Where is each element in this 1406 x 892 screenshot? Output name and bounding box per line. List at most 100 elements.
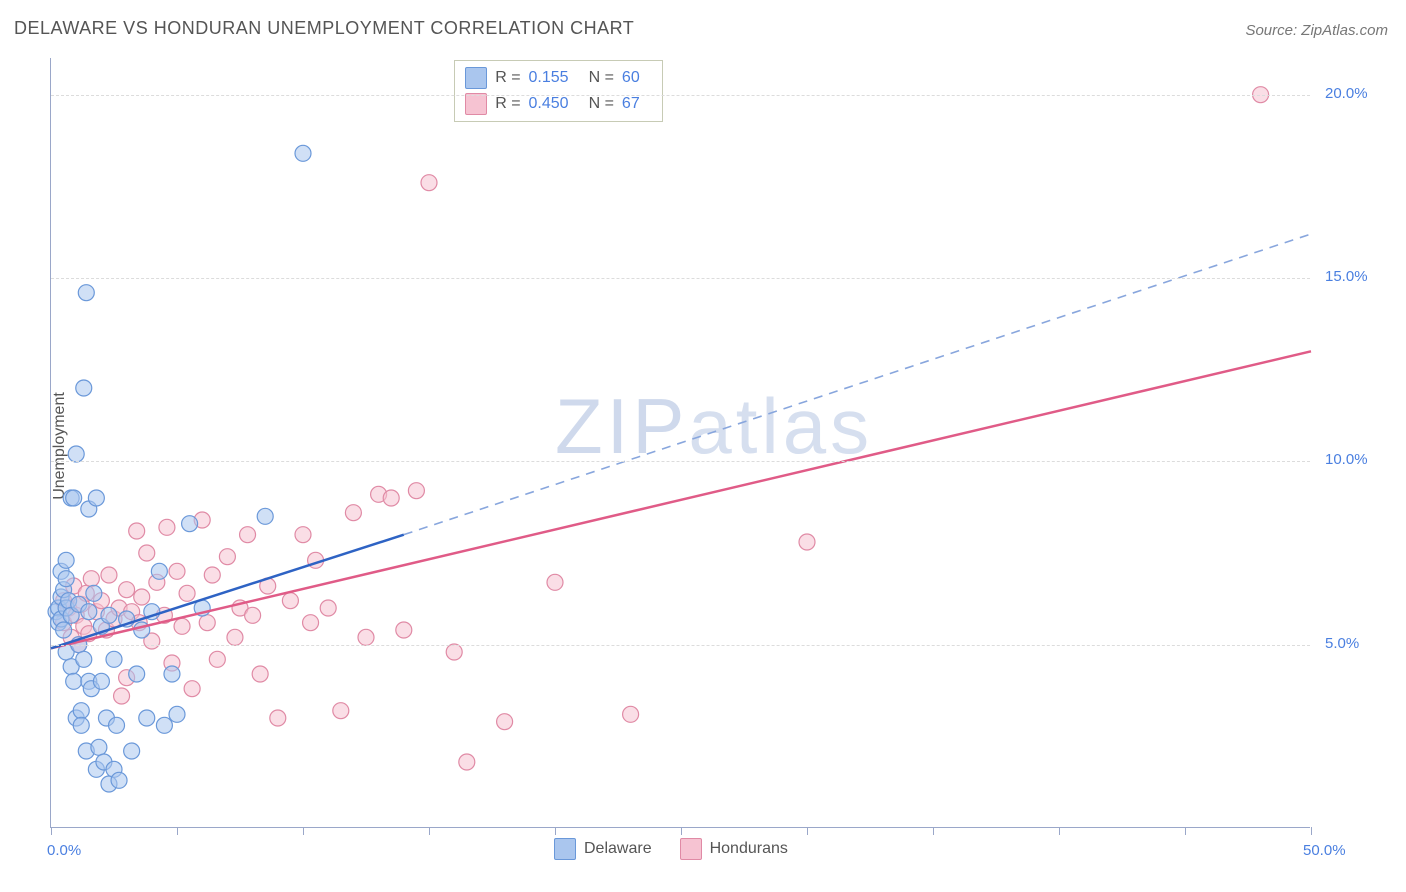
scatter-point-series1 [66,490,82,506]
scatter-point-series2 [358,629,374,645]
r-value-1: 0.155 [529,69,569,87]
stats-row-series1: R = 0.155 N = 60 [465,65,652,91]
scatter-point-series2 [497,714,513,730]
bottom-legend: Delaware Hondurans [554,838,788,860]
scatter-point-series2 [547,574,563,590]
scatter-point-series2 [134,589,150,605]
scatter-point-series1 [81,604,97,620]
scatter-point-series2 [119,582,135,598]
scatter-point-series2 [83,571,99,587]
scatter-point-series2 [101,567,117,583]
x-tick [933,827,934,835]
scatter-point-series1 [109,717,125,733]
x-tick [303,827,304,835]
n-value-1: 60 [622,69,640,87]
gridline [51,645,1310,646]
scatter-point-series1 [124,743,140,759]
y-tick-label: 10.0% [1325,451,1368,468]
scatter-point-series1 [76,651,92,667]
y-tick-label: 15.0% [1325,268,1368,285]
swatch-series2 [465,93,487,115]
legend-item-series2: Hondurans [680,838,788,860]
scatter-point-series1 [78,285,94,301]
x-tick [681,827,682,835]
scatter-point-series2 [459,754,475,770]
legend-label-series2: Hondurans [710,840,788,858]
scatter-point-series1 [101,607,117,623]
scatter-point-series2 [174,618,190,634]
scatter-point-series2 [623,706,639,722]
scatter-point-series1 [86,585,102,601]
x-tick [177,827,178,835]
gridline [51,461,1310,462]
scatter-point-series2 [219,549,235,565]
scatter-point-series2 [114,688,130,704]
scatter-point-series2 [345,505,361,521]
scatter-point-series1 [151,563,167,579]
gridline [51,278,1310,279]
legend-label-series1: Delaware [584,840,652,858]
scatter-point-series1 [257,508,273,524]
x-tick [51,827,52,835]
scatter-point-series1 [58,552,74,568]
scatter-point-series1 [93,673,109,689]
scatter-point-series2 [204,567,220,583]
scatter-point-series2 [282,593,298,609]
scatter-point-series2 [799,534,815,550]
scatter-point-series2 [303,615,319,631]
scatter-point-series1 [169,706,185,722]
x-tick [1311,827,1312,835]
scatter-point-series1 [66,673,82,689]
scatter-svg [51,58,1311,828]
x-tick-label: 0.0% [47,842,81,859]
legend-item-series1: Delaware [554,838,652,860]
scatter-point-series2 [245,607,261,623]
scatter-point-series1 [73,717,89,733]
legend-swatch-series2 [680,838,702,860]
scatter-point-series2 [209,651,225,667]
n-value-2: 67 [622,95,640,113]
trend-line-series2 [51,351,1311,648]
x-tick-label: 50.0% [1303,842,1360,859]
scatter-point-series2 [227,629,243,645]
scatter-point-series2 [159,519,175,535]
x-tick [429,827,430,835]
scatter-point-series2 [396,622,412,638]
scatter-point-series2 [320,600,336,616]
x-tick [1059,827,1060,835]
n-label-2: N = [589,95,614,113]
scatter-point-series1 [76,380,92,396]
scatter-point-series1 [56,622,72,638]
y-tick-label: 20.0% [1325,85,1368,102]
r-value-2: 0.450 [529,95,569,113]
x-tick [555,827,556,835]
scatter-point-series2 [408,483,424,499]
scatter-point-series1 [91,739,107,755]
swatch-series1 [465,67,487,89]
scatter-point-series2 [421,175,437,191]
scatter-point-series2 [139,545,155,561]
scatter-point-series2 [446,644,462,660]
r-label-2: R = [495,95,520,113]
scatter-point-series1 [139,710,155,726]
scatter-point-series1 [111,772,127,788]
source-label: Source: ZipAtlas.com [1245,22,1388,39]
x-tick [1185,827,1186,835]
scatter-point-series2 [129,523,145,539]
stats-legend-box: R = 0.155 N = 60 R = 0.450 N = 67 [454,60,663,122]
scatter-point-series1 [182,516,198,532]
chart-title: DELAWARE VS HONDURAN UNEMPLOYMENT CORREL… [14,18,634,39]
scatter-point-series1 [58,571,74,587]
scatter-point-series1 [88,490,104,506]
scatter-point-series2 [169,563,185,579]
scatter-point-series2 [199,615,215,631]
scatter-point-series2 [240,527,256,543]
gridline [51,95,1310,96]
scatter-point-series2 [270,710,286,726]
scatter-point-series1 [164,666,180,682]
y-tick-label: 5.0% [1325,635,1359,652]
x-tick [807,827,808,835]
scatter-point-series2 [252,666,268,682]
legend-swatch-series1 [554,838,576,860]
scatter-point-series2 [179,585,195,601]
